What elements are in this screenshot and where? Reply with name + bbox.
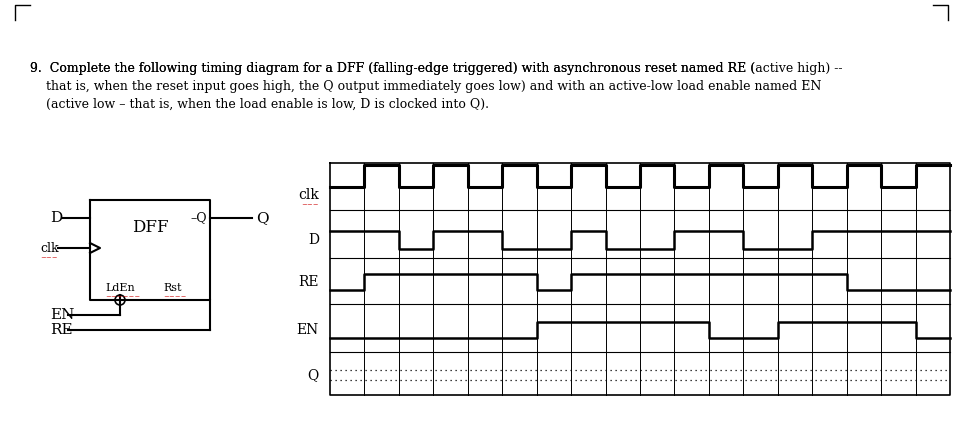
- Text: ~~~~~~: ~~~~~~: [105, 294, 141, 300]
- Text: Rst: Rst: [163, 283, 181, 293]
- Text: 9.  Complete the following timing diagram for a DFF (falling-edge triggered) wit: 9. Complete the following timing diagram…: [30, 62, 843, 75]
- Text: RE: RE: [50, 323, 72, 337]
- Text: DFF: DFF: [132, 220, 169, 236]
- Text: ~~~: ~~~: [301, 202, 319, 208]
- Text: (active low – that is, when the load enable is low, D is clocked into Q).: (active low – that is, when the load ena…: [30, 98, 489, 111]
- Text: 9.  Complete the following timing diagram for a DFF (falling-edge triggered) wit: 9. Complete the following timing diagram…: [30, 62, 755, 75]
- Text: LdEn: LdEn: [105, 283, 135, 293]
- Text: clk: clk: [40, 242, 59, 255]
- Text: EN: EN: [50, 308, 74, 322]
- Text: D: D: [308, 233, 319, 247]
- Text: D: D: [50, 211, 63, 225]
- Text: clk: clk: [299, 188, 319, 202]
- Text: that is, when the reset input goes high, the Q output immediately goes low) and : that is, when the reset input goes high,…: [30, 80, 821, 93]
- Text: ~~~: ~~~: [40, 255, 58, 261]
- Text: RE: RE: [299, 275, 319, 289]
- Text: Q: Q: [256, 211, 269, 225]
- Text: Q: Q: [308, 368, 319, 382]
- Text: EN: EN: [297, 323, 319, 337]
- Text: ~~~~: ~~~~: [163, 294, 187, 300]
- Text: –Q: –Q: [191, 211, 207, 224]
